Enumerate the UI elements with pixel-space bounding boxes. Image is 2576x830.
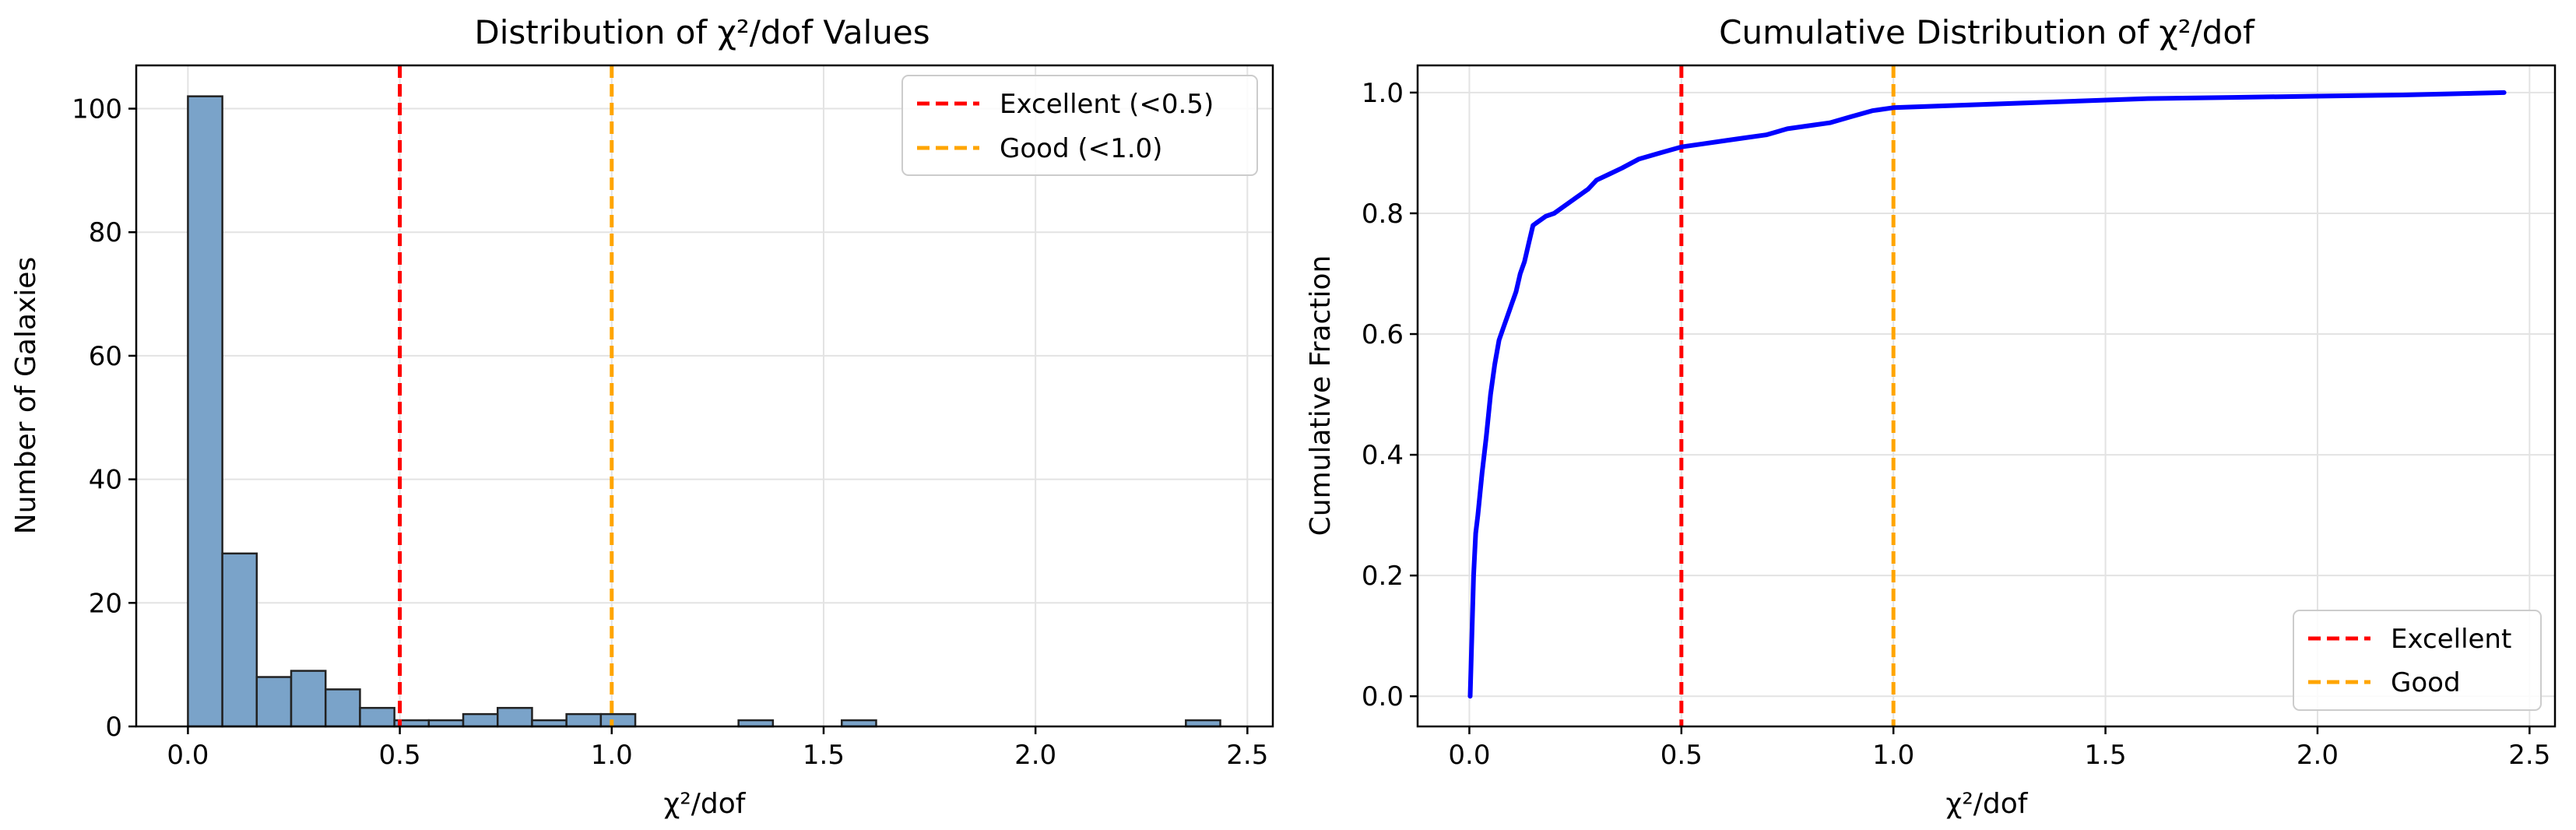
histogram-bars [187,95,1221,728]
x-tick-label: 1.5 [803,740,845,771]
x-tick-label: 2.0 [2297,740,2339,771]
histogram-panel: Distribution of χ²/dof Values 0.0 0.5 1.0 1… [10,13,1274,820]
y-tick-label: 20 [89,588,122,619]
cumulative-y-ticks: 0.0 0.2 0.4 0.6 0.8 1.0 [1362,78,1418,712]
histogram-legend-box [901,75,1258,176]
x-tick-label: 2.5 [2508,740,2550,771]
histogram-bar [324,688,361,728]
x-tick-label: 2.0 [1014,740,1056,771]
y-tick-label: 0.8 [1362,199,1404,230]
y-tick-label: 100 [72,94,122,125]
histogram-bar [462,712,499,728]
histogram-plot-frame [135,64,1274,728]
histogram-title: Distribution of χ²/dof Values [474,13,930,51]
cumulative-curve [1467,90,2507,699]
legend-good-label: Good [2391,667,2461,698]
histogram-bar [565,712,603,728]
x-tick-label: 1.0 [591,740,633,771]
cumulative-panel: Cumulative Distribution of χ²/dof 0.0 0.5… [1305,13,2557,820]
histogram-x-ticks: 0.0 0.5 1.0 1.5 2.0 2.5 [167,726,1268,771]
legend-excellent-label: Excellent [2391,624,2511,655]
x-tick-label: 0.0 [1448,740,1490,771]
cumulative-legend: Excellent Good [2293,610,2542,711]
x-tick-label: 2.5 [1226,740,1268,771]
y-tick-label: 80 [89,217,122,248]
histogram-bar [359,706,395,728]
y-tick-label: 0.2 [1362,561,1404,592]
histogram-legend: Excellent (<0.5) Good (<1.0) [901,75,1258,176]
cumulative-reference-lines [1679,65,1896,726]
x-tick-label: 0.5 [379,740,421,771]
histogram-bar [496,706,533,728]
y-tick-label: 0.4 [1362,440,1404,471]
x-tick-label: 1.0 [1872,740,1914,771]
cumulative-title: Cumulative Distribution of χ²/dof [1719,13,2255,51]
cumulative-legend-box [2293,610,2542,711]
histogram-bar [187,95,223,728]
y-tick-label: 1.0 [1362,78,1404,109]
y-tick-label: 60 [89,341,122,372]
histogram-bar [290,670,327,728]
legend-excellent-label: Excellent (<0.5) [1000,89,1214,120]
cumulative-plot-frame [1416,64,2557,728]
histogram-y-ticks: 0 20 40 60 80 100 [72,94,136,743]
x-tick-label: 1.5 [2085,740,2127,771]
legend-good-label: Good (<1.0) [1000,133,1162,164]
histogram-y-axis-label: Number of Galaxies [10,257,42,534]
y-tick-label: 0 [105,712,122,743]
y-tick-label: 40 [89,465,122,496]
cumulative-x-axis-label: χ²/dof [1946,788,2029,820]
cumulative-series-line [1467,90,2507,699]
y-tick-label: 0.6 [1362,319,1404,350]
y-tick-label: 0.0 [1362,681,1404,712]
x-tick-label: 0.5 [1661,740,1703,771]
histogram-bar [255,676,293,728]
x-tick-label: 0.0 [167,740,209,771]
histogram-bar [599,712,637,728]
histogram-bar [221,552,258,728]
histogram-reference-lines [398,65,614,726]
histogram-x-axis-label: χ²/dof [664,788,747,820]
cumulative-y-axis-label: Cumulative Fraction [1305,255,1337,536]
cumulative-x-ticks: 0.0 0.5 1.0 1.5 2.0 2.5 [1448,726,2550,771]
